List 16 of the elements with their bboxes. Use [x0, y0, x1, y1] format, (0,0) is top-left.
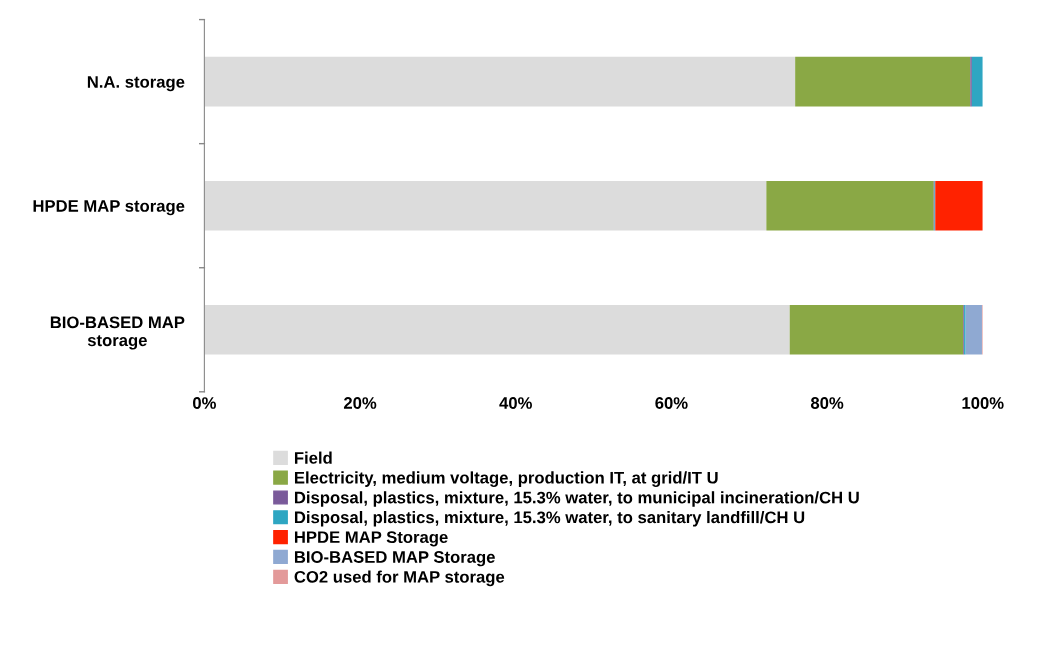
legend-label: Disposal, plastics, mixture, 15.3% water, to municipal incineration/CH U	[294, 491, 859, 507]
x-tick-label: 60%	[655, 397, 688, 409]
legend-label: Field	[294, 451, 332, 464]
legend-label: Electricity, medium voltage, production IT, at grid/IT U	[294, 471, 718, 487]
legend-label: Disposal, plastics, mixture, 15.3% water, to sanitary landfill/CH U	[294, 511, 805, 527]
x-tick-label: 40%	[499, 397, 532, 409]
y-tick-label: N.A. storage	[87, 76, 185, 92]
x-tick-label: 20%	[343, 397, 377, 409]
legend-label: BIO-BASED MAP Storage	[294, 551, 495, 567]
y-tick-label: HPDE MAP storage	[33, 200, 185, 216]
x-tick-label: 0%	[193, 397, 216, 409]
legend-label: CO2 used for MAP storage	[294, 570, 505, 587]
legend-label: HPDE MAP Storage	[294, 531, 448, 547]
x-tick-label: 100%	[962, 397, 1004, 409]
y-tick-label: BIO-BASED MAP storage	[50, 316, 185, 350]
x-tick-label: 80%	[810, 397, 844, 409]
